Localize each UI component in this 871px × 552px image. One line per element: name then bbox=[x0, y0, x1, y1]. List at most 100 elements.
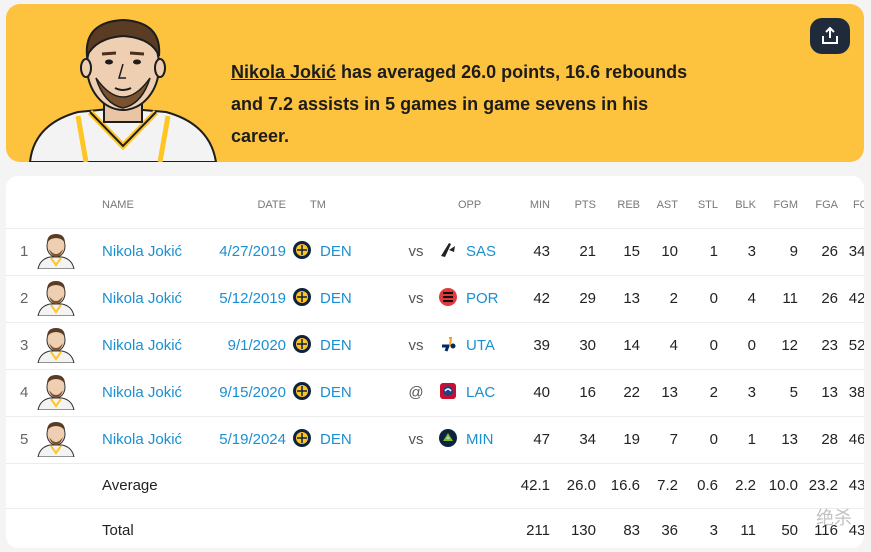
stat-min: 39 bbox=[512, 321, 556, 369]
team-cell[interactable]: DEN bbox=[292, 274, 402, 322]
stat-reb: 14 bbox=[602, 321, 646, 369]
stat-stl: 2 bbox=[684, 368, 724, 416]
stat-ast: 7 bbox=[646, 415, 684, 463]
game-date-link[interactable]: 9/15/2020 bbox=[196, 368, 292, 416]
team-cell[interactable]: DEN bbox=[292, 321, 402, 369]
table-header: NAME DATE TM OPP MIN PTS REB AST STL BLK… bbox=[6, 176, 864, 228]
blazers-logo bbox=[438, 287, 458, 311]
total-reb: 83 bbox=[602, 507, 646, 548]
col-stl[interactable]: STL bbox=[697, 198, 718, 211]
opponent-cell[interactable]: POR bbox=[430, 274, 512, 322]
stat-fgm: 9 bbox=[762, 227, 804, 275]
opponent-cell[interactable]: MIN bbox=[430, 415, 512, 463]
stat-min: 47 bbox=[512, 415, 556, 463]
team-cell[interactable]: DEN bbox=[292, 415, 402, 463]
stat-fgm: 13 bbox=[762, 415, 804, 463]
average-label: Average bbox=[98, 462, 196, 508]
col-rank bbox=[6, 176, 36, 228]
player-name-link[interactable]: Nikola Jokić bbox=[98, 321, 196, 369]
opponent-cell[interactable]: UTA bbox=[430, 321, 512, 369]
player-name-link[interactable]: Nikola Jokić bbox=[98, 274, 196, 322]
col-pts[interactable]: PTS bbox=[574, 198, 596, 211]
stat-blk: 0 bbox=[724, 321, 762, 369]
spurs-logo bbox=[438, 240, 458, 264]
stat-fga: 26 bbox=[804, 227, 844, 275]
stat-reb: 13 bbox=[602, 274, 646, 322]
home-away-indicator: vs bbox=[402, 274, 430, 322]
clippers-logo bbox=[438, 381, 458, 405]
total-fgm: 50 bbox=[762, 507, 804, 548]
col-tm[interactable]: TM bbox=[310, 198, 326, 211]
stat-fgm: 12 bbox=[762, 321, 804, 369]
opponent-cell[interactable]: SAS bbox=[430, 227, 512, 275]
home-away-indicator: vs bbox=[402, 321, 430, 369]
team-abbr: DEN bbox=[320, 336, 352, 354]
col-fga[interactable]: FGA bbox=[815, 198, 838, 211]
player-headshot bbox=[36, 321, 98, 369]
home-away-indicator: vs bbox=[402, 415, 430, 463]
nuggets-logo bbox=[292, 428, 312, 452]
col-ast[interactable]: AST bbox=[656, 198, 678, 211]
share-button[interactable] bbox=[810, 18, 850, 54]
team-cell[interactable]: DEN bbox=[292, 368, 402, 416]
game-date-link[interactable]: 4/27/2019 bbox=[196, 227, 292, 275]
team-abbr: DEN bbox=[320, 430, 352, 448]
table-row: 5 Nikola Jokić 5/19/2024 DEN vs MIN 47 34 19 7 0 1 1… bbox=[6, 415, 864, 463]
avg-pts: 26.0 bbox=[556, 462, 602, 508]
total-fga: 116 bbox=[804, 507, 844, 548]
stat-min: 43 bbox=[512, 227, 556, 275]
stat-blk: 3 bbox=[724, 368, 762, 416]
col-date[interactable]: DATE bbox=[257, 198, 286, 211]
col-blk[interactable]: BLK bbox=[735, 198, 756, 211]
table-row: 3 Nikola Jokić 9/1/2020 DEN vs UTA 39 30 14 4 0 0 12… bbox=[6, 321, 864, 369]
nuggets-logo bbox=[292, 287, 312, 311]
stat-fga: 28 bbox=[804, 415, 844, 463]
stat-ast: 2 bbox=[646, 274, 684, 322]
total-stl: 3 bbox=[684, 507, 724, 548]
total-ast: 36 bbox=[646, 507, 684, 548]
col-fgp[interactable]: FG% bbox=[852, 198, 864, 211]
stat-stl: 0 bbox=[684, 415, 724, 463]
total-row: Total 211 130 83 36 3 11 50 116 43.1 bbox=[6, 507, 864, 548]
headline-text: has averaged 26.0 points, 16.6 rebounds … bbox=[231, 62, 688, 146]
game-log-table: NAME DATE TM OPP MIN PTS REB AST STL BLK… bbox=[6, 176, 864, 548]
col-opp[interactable]: OPP bbox=[458, 198, 482, 211]
opponent-cell[interactable]: LAC bbox=[430, 368, 512, 416]
avg-min: 42.1 bbox=[512, 462, 556, 508]
player-name-link[interactable]: Nikola Jokić bbox=[98, 415, 196, 463]
stat-ast: 10 bbox=[646, 227, 684, 275]
avg-reb: 16.6 bbox=[602, 462, 646, 508]
game-date-link[interactable]: 5/19/2024 bbox=[196, 415, 292, 463]
stat-fgp: 46.4 bbox=[844, 415, 864, 463]
player-name-link[interactable]: Nikola Jokić bbox=[98, 227, 196, 275]
player-name-link[interactable]: Nikola Jokić bbox=[98, 368, 196, 416]
opponent-abbr: MIN bbox=[466, 430, 494, 448]
avg-fgm: 10.0 bbox=[762, 462, 804, 508]
col-name[interactable]: NAME bbox=[102, 198, 134, 211]
average-row: Average 42.1 26.0 16.6 7.2 0.6 2.2 10.0 … bbox=[6, 462, 864, 508]
stat-min: 40 bbox=[512, 368, 556, 416]
game-date-link[interactable]: 9/1/2020 bbox=[196, 321, 292, 369]
game-date-link[interactable]: 5/12/2019 bbox=[196, 274, 292, 322]
row-rank: 3 bbox=[6, 321, 36, 369]
player-headshot bbox=[36, 274, 98, 322]
stat-pts: 29 bbox=[556, 274, 602, 322]
stat-pts: 16 bbox=[556, 368, 602, 416]
player-name-link[interactable]: Nikola Jokić bbox=[231, 62, 337, 82]
col-min[interactable]: MIN bbox=[529, 198, 550, 211]
col-reb[interactable]: REB bbox=[617, 198, 640, 211]
stat-fga: 13 bbox=[804, 368, 844, 416]
opponent-abbr: SAS bbox=[466, 242, 497, 260]
player-illustration bbox=[28, 18, 218, 162]
nuggets-logo bbox=[292, 240, 312, 264]
team-cell[interactable]: DEN bbox=[292, 227, 402, 275]
stat-blk: 4 bbox=[724, 274, 762, 322]
stat-pts: 30 bbox=[556, 321, 602, 369]
stat-stl: 1 bbox=[684, 227, 724, 275]
row-rank: 4 bbox=[6, 368, 36, 416]
stat-fgp: 34.6 bbox=[844, 227, 864, 275]
team-abbr: DEN bbox=[320, 383, 352, 401]
col-fgm[interactable]: FGM bbox=[773, 198, 798, 211]
stat-ast: 4 bbox=[646, 321, 684, 369]
stat-pts: 21 bbox=[556, 227, 602, 275]
